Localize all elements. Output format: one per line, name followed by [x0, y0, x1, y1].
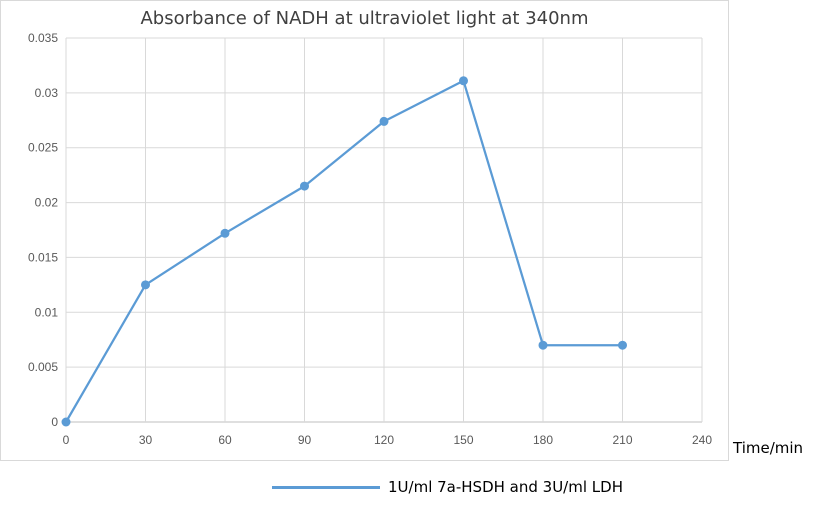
x-tick-label: 0	[63, 433, 70, 447]
data-point	[538, 340, 548, 350]
series-line	[65, 79, 623, 423]
chart-area	[0, 0, 729, 461]
x-tick-label: 150	[453, 433, 473, 447]
data-point	[459, 76, 468, 86]
series-group	[61, 76, 627, 427]
data-point	[61, 417, 71, 427]
y-tick-label: 0.025	[28, 141, 58, 155]
data-point	[379, 116, 389, 126]
x-tick-label: 60	[218, 433, 232, 447]
x-tick-label: 30	[139, 433, 153, 447]
x-axis-label: Time/min	[733, 439, 804, 457]
data-point	[220, 228, 230, 238]
x-tick-label: 180	[533, 433, 553, 447]
x-tick-labels: 0 30 60 90 120 150 180 210 240	[63, 433, 713, 447]
data-point	[300, 181, 309, 191]
legend-label: 1U/ml 7a-HSDH and 3U/ml LDH	[388, 478, 623, 496]
legend-swatch	[272, 485, 380, 489]
y-tick-label: 0.02	[35, 196, 59, 210]
y-tick-label: 0.015	[28, 250, 58, 264]
legend: 1U/ml 7a-HSDH and 3U/ml LDH	[272, 478, 623, 496]
x-tick-label: 240	[692, 433, 712, 447]
data-point	[141, 280, 150, 290]
y-tick-label: 0.035	[28, 31, 58, 45]
y-tick-labels: 0 0.005 0.01 0.015 0.02 0.025 0.03 0.035	[28, 31, 58, 429]
y-tick-label: 0.03	[35, 86, 59, 100]
x-tick-label: 120	[374, 433, 394, 447]
chart-title: Absorbance of NADH at ultraviolet light …	[140, 8, 589, 29]
x-tick-label: 210	[612, 433, 632, 447]
gridlines	[65, 37, 703, 423]
x-tick-label: 90	[298, 433, 312, 447]
y-tick-label: 0	[51, 415, 58, 429]
y-tick-label: 0.005	[28, 360, 58, 374]
y-tick-label: 0.01	[35, 305, 59, 319]
data-point	[618, 340, 627, 350]
